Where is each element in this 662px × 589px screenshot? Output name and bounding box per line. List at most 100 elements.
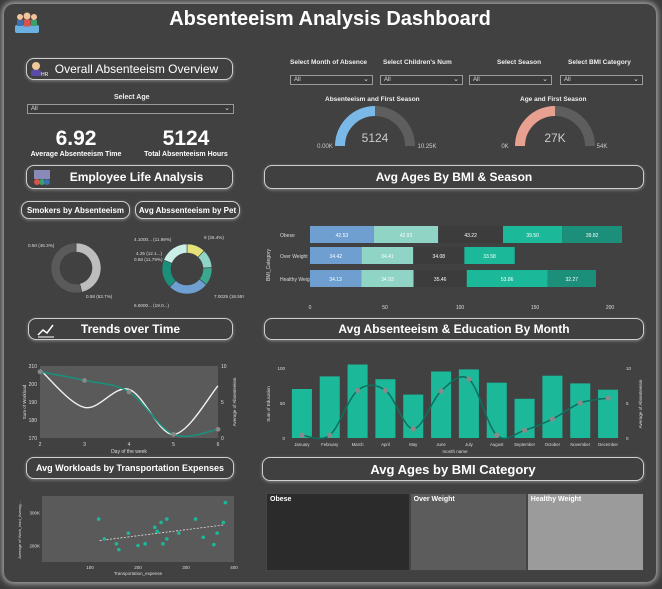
scatter-point[interactable] <box>96 517 101 521</box>
scatter-point[interactable] <box>117 547 121 552</box>
donut-slice[interactable] <box>163 243 188 264</box>
bar-segment[interactable] <box>562 226 622 243</box>
bar-segment[interactable] <box>466 270 548 287</box>
bar-segment[interactable] <box>310 247 362 264</box>
bar-segment[interactable] <box>310 270 362 287</box>
month-bar[interactable] <box>598 389 619 438</box>
treemap-tile[interactable]: Healthy Weight <box>526 493 644 571</box>
scatter-point[interactable] <box>143 542 147 546</box>
kpi-avg-time-value: 6.92 <box>55 127 97 150</box>
treemap-label: Obese <box>270 496 292 503</box>
month-bar[interactable] <box>319 376 340 438</box>
month-bar[interactable] <box>570 383 591 438</box>
scatter-point[interactable] <box>153 525 157 530</box>
x-tick-label: 3 <box>83 442 86 448</box>
x-tick-label: 6 <box>217 442 220 448</box>
bmi-season-header[interactable]: Avg Ages By BMI & Season <box>264 165 644 189</box>
bar-segment[interactable] <box>438 226 504 243</box>
bmi-season-label: Avg Ages By BMI & Season <box>375 170 533 184</box>
scatter-point[interactable] <box>193 517 198 521</box>
gauge2-title: Age and First Season <box>520 96 587 103</box>
bar-segment[interactable] <box>547 270 596 287</box>
x-tick-label: 50 <box>382 305 388 311</box>
scatter-point[interactable] <box>215 531 219 535</box>
month-bar[interactable] <box>431 371 452 439</box>
month-bar[interactable] <box>486 382 507 438</box>
donut-label: 0.50 (46.3%) <box>28 243 55 248</box>
bar-segment[interactable] <box>361 270 414 287</box>
line-point[interactable] <box>354 387 361 393</box>
line-point[interactable] <box>466 376 472 382</box>
scatter-point[interactable] <box>223 500 228 505</box>
scatter-point[interactable] <box>161 542 165 546</box>
edu-month-header[interactable]: Avg Absenteeism & Education By Month <box>264 318 644 340</box>
scatter-point[interactable] <box>177 531 181 535</box>
bar-segment[interactable] <box>413 270 467 287</box>
line-point[interactable] <box>549 416 556 422</box>
gauge2-value: 27K <box>544 131 565 145</box>
line-point[interactable] <box>82 378 87 383</box>
x-tick-label: 200 <box>606 305 615 311</box>
bmi-category-header[interactable]: Avg Ages by BMI Category <box>262 457 644 481</box>
y-tick-label: 200 <box>29 382 38 388</box>
scatter-point[interactable] <box>212 542 216 547</box>
season-filter-select[interactable]: All ⌄ <box>469 75 552 85</box>
line-point[interactable] <box>299 432 305 438</box>
line-point[interactable] <box>521 427 528 433</box>
bar-segment[interactable] <box>373 226 439 243</box>
bar-segment[interactable] <box>503 226 563 243</box>
trend-chart-icon <box>37 322 55 341</box>
employee-life-button[interactable]: Employee Life Analysis <box>26 165 233 189</box>
line-point[interactable] <box>382 387 389 393</box>
month-bar[interactable] <box>347 364 368 439</box>
month-filter-select[interactable]: All ⌄ <box>290 75 373 85</box>
month-bar[interactable] <box>375 379 396 438</box>
scatter-point[interactable] <box>114 542 119 546</box>
children-filter-select[interactable]: All ⌄ <box>380 75 463 85</box>
bar-value-label: 39.82 <box>586 233 599 239</box>
bar-value-label: 34.93 <box>381 277 394 283</box>
line-point[interactable] <box>438 388 444 394</box>
line-point[interactable] <box>410 426 416 432</box>
smokers-header[interactable]: Smokers by Absenteeism <box>21 201 130 219</box>
donut-slice[interactable] <box>50 242 83 294</box>
bmi-filter-select[interactable]: All ⌄ <box>560 75 643 85</box>
scatter-point[interactable] <box>221 520 226 525</box>
donut-slice[interactable] <box>161 259 177 288</box>
bar-segment[interactable] <box>361 247 414 264</box>
scatter-point[interactable] <box>155 529 159 534</box>
scatter-point[interactable] <box>165 537 169 541</box>
scatter-point[interactable] <box>126 531 131 535</box>
month-bar[interactable] <box>291 389 312 438</box>
month-bar[interactable] <box>542 375 563 438</box>
bar-segment[interactable] <box>464 247 515 264</box>
bar-value-label: 43.22 <box>464 233 477 239</box>
series-line-workload[interactable] <box>39 369 219 436</box>
line-point[interactable] <box>327 432 333 438</box>
line-point[interactable] <box>494 432 500 438</box>
treemap-tile[interactable]: Obese <box>266 493 410 571</box>
trends-header[interactable]: Trends over Time <box>28 318 233 340</box>
y-tick-label: 300K <box>29 511 40 516</box>
workloads-header[interactable]: Avg Workloads by Transportation Expenses <box>26 457 234 479</box>
pet-header[interactable]: Avg Abssenteeism by Pet <box>135 201 240 219</box>
people-badge-icon <box>33 169 51 190</box>
line-point[interactable] <box>37 369 43 375</box>
age-filter-select[interactable]: All ⌄ <box>27 104 234 114</box>
scatter-point[interactable] <box>102 537 107 541</box>
bmi-season-bar-chart: Obese 42.53 42.93 43.22 39.50 39.82 Over Weigh… <box>266 226 622 311</box>
line-point[interactable] <box>605 395 611 401</box>
line-point[interactable] <box>171 432 176 437</box>
overview-button[interactable]: HR Overall Absenteeism Overview <box>26 58 233 80</box>
y2-tick-label: 5 <box>221 400 224 406</box>
line-point[interactable] <box>577 400 583 406</box>
line-point[interactable] <box>126 389 132 395</box>
line-point[interactable] <box>215 426 221 432</box>
bar-segment[interactable] <box>413 247 465 264</box>
scatter-point[interactable] <box>159 520 163 525</box>
treemap-tile[interactable]: Over Weight <box>409 493 527 571</box>
bar-segment[interactable] <box>310 226 374 243</box>
scatter-point[interactable] <box>165 517 169 521</box>
scatter-point[interactable] <box>136 543 140 548</box>
scatter-point[interactable] <box>201 535 206 540</box>
